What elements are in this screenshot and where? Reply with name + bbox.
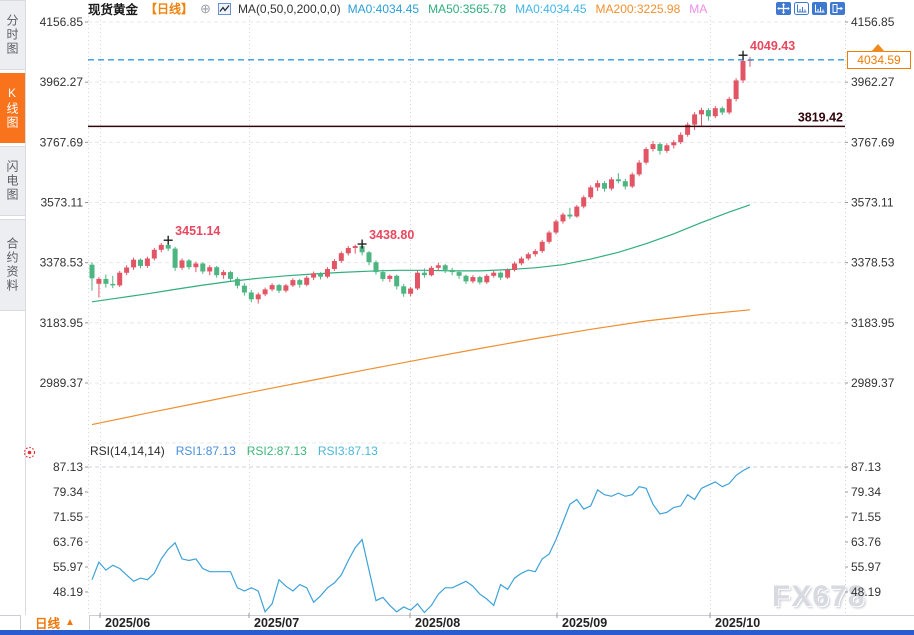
period-label: 【日线】 [145, 2, 194, 16]
rsi-axis-label-left: 71.55 [53, 510, 83, 524]
current-price-badge: 4034.59 [847, 51, 911, 69]
price-axis-label-left: 3183.95 [40, 316, 84, 330]
x-axis-month-label: 2025/07 [254, 616, 299, 630]
rsi-axis-label-right: 55.97 [851, 560, 881, 574]
ma-value-label: MA [689, 1, 708, 16]
ma-value-label: MA0:4034.45 [515, 1, 587, 16]
ma200-line [91, 309, 751, 426]
annotation-label: 3451.14 [175, 224, 220, 238]
rsi-axis-label-left: 55.97 [53, 560, 83, 574]
rsi-legend-values: RSI1:87.13 RSI2:87.13 RSI3:87.13 [176, 444, 378, 458]
price-axis-label-left: 3573.11 [41, 196, 84, 210]
rsi-axis-label-right: 87.13 [851, 460, 881, 474]
ma-value-label: MA200:3225.98 [595, 1, 681, 16]
axis-scale-icon[interactable] [794, 2, 809, 15]
period-tab-label: 日线 [35, 617, 61, 631]
ma-settings-label: MA(0,50,0,200,0,0) [237, 1, 341, 16]
sidebar-tab-item[interactable]: 闪电图 [0, 146, 25, 216]
price-axis-label-right: 3962.27 [851, 75, 895, 89]
ma50-line [91, 204, 751, 303]
price-axis-label-right: 4156.85 [851, 15, 895, 29]
axis-scale-filled-icon[interactable] [812, 2, 827, 15]
sidebar: 分时图 K线图闪电图合约资料 [0, 0, 25, 615]
add-indicator-icon[interactable]: ⊕ [200, 0, 211, 16]
rsi-value-label: RSI2:87.13 [246, 444, 307, 458]
price-axis-label-left: 4156.85 [40, 15, 84, 29]
rsi-axis-label-right: 71.55 [851, 510, 881, 524]
ma-value-label: MA50:3565.78 [428, 1, 507, 16]
brand-watermark: FX678 [772, 580, 866, 613]
rsi-axis-label-right: 63.76 [851, 535, 881, 549]
price-axis-label-left: 3767.69 [40, 135, 84, 149]
rsi-axis-label-left: 63.76 [53, 535, 83, 549]
symbol-title: 现货黄金 [88, 3, 139, 17]
ma-value-label: MA0:4034.45 [347, 1, 420, 16]
pan-icon[interactable] [776, 2, 791, 15]
x-axis-month-label: 2025/08 [415, 616, 460, 630]
x-axis-row [0, 615, 914, 630]
price-axis-label-right: 3183.95 [851, 316, 895, 330]
x-axis-month-label: 2025/10 [715, 616, 760, 630]
ma-values: MA0:4034.45 MA50:3565.78 MA0:4034.45 MA200:… [348, 2, 708, 16]
sidebar-divider [25, 0, 26, 615]
caret-up-icon: ▲ [65, 617, 75, 628]
price-axis-label-right: 3573.11 [851, 196, 894, 210]
gridlines [88, 16, 846, 613]
rsi-value-label: RSI1:87.13 [175, 444, 236, 458]
chart-header: 现货黄金 【日线】 ⊕ MA(0,50,0,200,0,0) MA0:4034.45… [88, 0, 708, 18]
sidebar-tab-active[interactable]: K线图 [0, 73, 25, 143]
rsi-line [91, 466, 751, 614]
sidebar-tab-item[interactable]: 分时图 [0, 0, 25, 70]
bottom-bar [0, 630, 914, 635]
rsi-title: RSI(14,14,14) [90, 444, 165, 458]
exit-icon[interactable] [830, 2, 845, 15]
rsi-axis-label-left: 87.13 [53, 460, 83, 474]
price-axis-label-left: 2989.37 [40, 376, 84, 390]
price-axis-label-right: 3767.69 [851, 135, 895, 149]
price-axis-label-left: 3962.27 [40, 75, 84, 89]
annotation-label: 4049.43 [750, 39, 795, 53]
price-axis-label-left: 3378.53 [40, 256, 84, 270]
x-axis-month-label: 2025/09 [562, 616, 607, 630]
rsi-legend: RSI(14,14,14) RSI1:87.13 RSI2:87.13 RSI3:8… [90, 444, 378, 458]
level-line-label: 3819.42 [798, 110, 843, 124]
rsi-axis-label-right: 48.19 [851, 585, 881, 599]
rsi-axis-label-left: 48.19 [53, 585, 83, 599]
price-axis-label-right: 2989.37 [851, 376, 895, 390]
ma-chart-icon [217, 2, 231, 15]
sidebar-tab-item[interactable]: 合约资料 [0, 219, 25, 311]
price-annotation [163, 235, 173, 245]
x-axis-month-label: 2025/06 [105, 616, 150, 630]
candlestick-series[interactable] [89, 55, 753, 304]
rsi-axis-label-left: 79.34 [53, 485, 83, 499]
rsi-value-label: RSI3:87.13 [317, 444, 378, 458]
indicator-settings-icon[interactable] [23, 446, 36, 459]
period-selector-tab[interactable]: 日线 ▲ [20, 615, 90, 631]
annotation-label: 3438.80 [369, 228, 414, 242]
price-annotation [357, 239, 367, 249]
chart-toolbar [776, 2, 845, 15]
rsi-axis-label-right: 79.34 [851, 485, 881, 499]
price-up-arrow-icon [871, 44, 885, 52]
price-annotation [738, 50, 748, 60]
price-axis-label-right: 3378.53 [851, 256, 895, 270]
